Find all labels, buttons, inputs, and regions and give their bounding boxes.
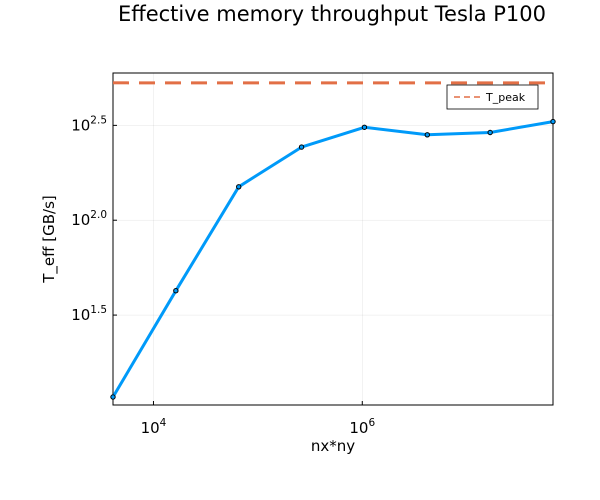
- data-point: [173, 288, 179, 294]
- y-tick-base: 10: [71, 116, 90, 134]
- y-tick-base: 10: [71, 306, 90, 324]
- y-tick-exponent: 2.0: [90, 209, 107, 221]
- legend-label-t-peak: T_peak: [485, 91, 526, 104]
- data-point: [550, 118, 556, 125]
- y-tick-exponent: 2.5: [90, 114, 107, 126]
- y-tick-label: 102.0: [71, 209, 107, 229]
- x-tick-label: 104: [141, 417, 167, 437]
- data-point: [236, 184, 242, 190]
- data-point: [361, 124, 368, 130]
- chart-title: Effective memory throughput Tesla P100: [118, 2, 546, 26]
- plot-frame: [112, 72, 554, 406]
- x-ticks: 104 106: [141, 401, 375, 437]
- grid: [113, 73, 553, 405]
- x-axis-label: nx*ny: [311, 437, 355, 455]
- y-tick-label: 102.5: [71, 114, 107, 134]
- x-tick-base: 10: [349, 419, 368, 437]
- legend: T_peak: [446, 84, 539, 110]
- x-tick-exponent: 4: [160, 417, 167, 429]
- x-tick-label: 106: [349, 417, 375, 437]
- y-axis-label: T_eff [GB/s]: [40, 195, 59, 283]
- y-tick-exponent: 1.5: [90, 304, 107, 316]
- series-layer: [110, 81, 556, 400]
- legend-box: [446, 84, 539, 110]
- data-point: [487, 129, 493, 136]
- x-tick-exponent: 6: [368, 417, 375, 429]
- data-point: [298, 144, 305, 150]
- data-point: [424, 132, 430, 138]
- y-tick-base: 10: [71, 211, 90, 229]
- y-tick-label: 101.5: [71, 304, 107, 324]
- series-throughput-line: [111, 120, 554, 398]
- data-point: [110, 394, 116, 400]
- x-tick-base: 10: [141, 419, 160, 437]
